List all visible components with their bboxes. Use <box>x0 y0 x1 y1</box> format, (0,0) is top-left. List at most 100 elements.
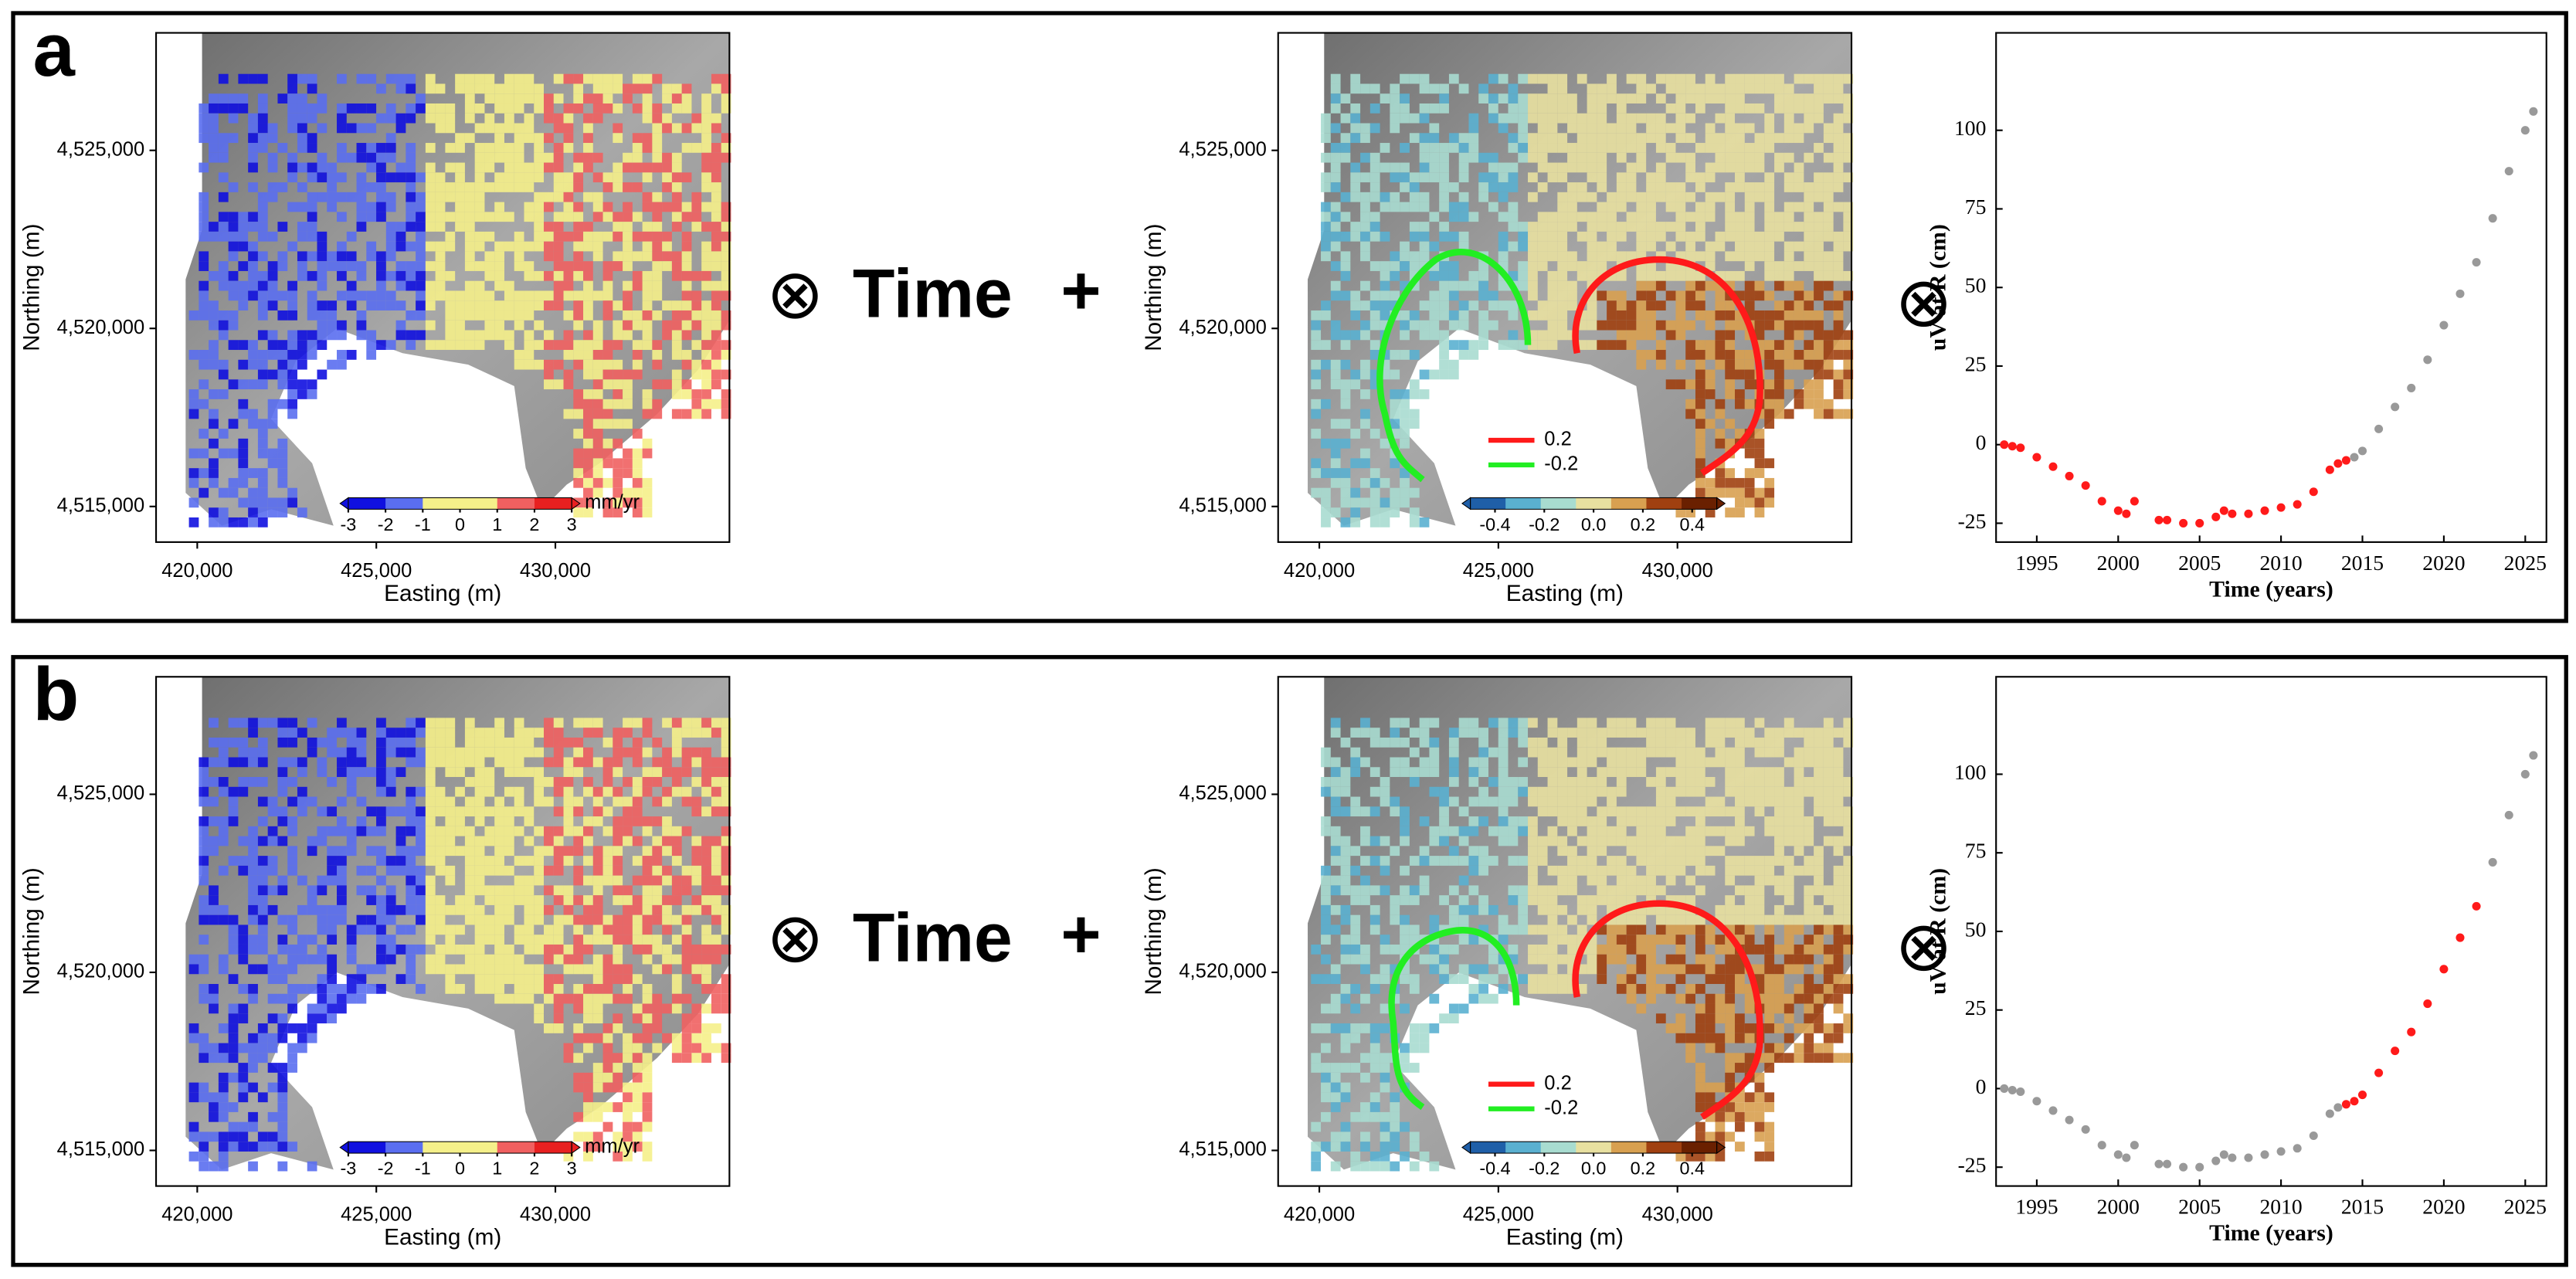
map-pixel <box>514 786 524 797</box>
map-pixel <box>1636 816 1647 826</box>
map-pixel <box>1340 914 1351 925</box>
map-pixel <box>504 103 514 114</box>
map-pixel <box>632 350 643 360</box>
map-pixel <box>425 904 436 915</box>
map-pixel <box>1508 172 1519 183</box>
map-pixel <box>583 1092 593 1103</box>
map-pixel <box>209 468 219 478</box>
map-pixel <box>1557 143 1568 153</box>
map-pixel <box>445 212 456 222</box>
map-pixel <box>277 964 288 975</box>
map-pixel <box>1823 123 1834 134</box>
map-pixel <box>385 865 396 876</box>
map-pixel <box>524 904 535 915</box>
map-pixel <box>1804 310 1814 321</box>
map-pixel <box>1616 728 1627 738</box>
map-pixel <box>1616 885 1627 896</box>
map-pixel <box>1646 944 1656 955</box>
map-pixel <box>1597 885 1607 896</box>
map-pixel <box>277 359 288 370</box>
map-pixel <box>1360 231 1370 242</box>
map-pixel <box>218 93 229 103</box>
map-pixel <box>484 93 495 103</box>
map-pixel <box>356 728 367 738</box>
map-pixel <box>1764 320 1775 331</box>
map-pixel <box>484 728 495 738</box>
map-pixel <box>1567 786 1577 797</box>
map-pixel <box>248 1142 258 1152</box>
map-pixel <box>1636 944 1647 955</box>
map-pixel <box>711 123 721 134</box>
map-pixel <box>1567 885 1577 896</box>
map-pixel <box>662 904 672 915</box>
map-pixel <box>592 202 603 212</box>
map-pixel <box>1547 93 1558 103</box>
map-pixel <box>652 241 663 252</box>
map-pixel <box>484 865 495 876</box>
map-pixel <box>248 409 258 419</box>
map-pixel <box>425 816 436 826</box>
map-pixel <box>1764 497 1775 508</box>
map-pixel <box>1468 350 1479 360</box>
map-pixel <box>287 728 297 738</box>
colorbar-tick-label: 1 <box>492 514 502 534</box>
map-pixel <box>1419 728 1430 738</box>
map-pixel <box>1311 1023 1322 1033</box>
map-pixel <box>1340 1082 1351 1093</box>
map-pixel <box>1735 796 1745 807</box>
map-pixel <box>1380 280 1390 291</box>
map-pixel <box>1616 290 1627 301</box>
map-pixel <box>613 468 623 478</box>
map-pixel <box>592 1082 603 1093</box>
map-pixel <box>1695 856 1705 866</box>
map-pixel <box>1675 270 1686 281</box>
map-pixel <box>307 1033 317 1043</box>
map-pixel <box>1409 182 1420 192</box>
map-pixel <box>1823 300 1834 310</box>
map-pixel <box>1380 856 1390 866</box>
map-pixel <box>1735 162 1745 173</box>
map-pixel <box>1655 786 1666 797</box>
map-pixel <box>1547 162 1558 173</box>
map-pixel <box>553 241 564 252</box>
map-pixel <box>425 718 436 728</box>
map-pixel <box>484 767 495 778</box>
map-pixel <box>553 300 564 310</box>
map-pixel <box>662 895 672 905</box>
map-pixel <box>494 974 504 985</box>
map-pixel <box>1754 904 1765 915</box>
map-pixel <box>1735 786 1745 797</box>
map-pixel <box>1468 816 1479 826</box>
map-pixel <box>711 152 721 163</box>
map-pixel <box>524 816 535 826</box>
map-pixel <box>494 747 504 758</box>
map-pixel <box>1369 162 1380 173</box>
map-pixel <box>1478 747 1488 758</box>
map-pixel <box>1508 777 1519 787</box>
map-pixel <box>1685 231 1695 242</box>
map-pixel <box>563 261 574 271</box>
map-pixel <box>474 300 485 310</box>
data-point <box>2228 509 2237 518</box>
map-pixel <box>1350 954 1361 965</box>
map-pixel <box>1636 280 1647 291</box>
map-pixel <box>1675 93 1686 103</box>
map-pixel <box>1685 836 1695 846</box>
map-pixel <box>1557 865 1568 876</box>
map-pixel <box>642 865 653 876</box>
map-pixel <box>1675 192 1686 202</box>
map-pixel <box>1774 133 1784 144</box>
map-pixel <box>573 1082 584 1093</box>
map-pixel <box>1409 1161 1420 1172</box>
map-pixel <box>484 290 495 301</box>
map-pixel <box>277 1131 288 1142</box>
map-pixel <box>1725 865 1736 876</box>
map-pixel <box>455 964 465 975</box>
colorbar-tick-label: 0.0 <box>1581 514 1607 534</box>
map-pixel <box>1754 944 1765 955</box>
map-pixel <box>534 103 545 114</box>
data-point <box>2032 453 2041 462</box>
map-pixel <box>445 123 456 134</box>
map-pixel <box>1478 280 1488 291</box>
map-pixel <box>416 885 426 896</box>
